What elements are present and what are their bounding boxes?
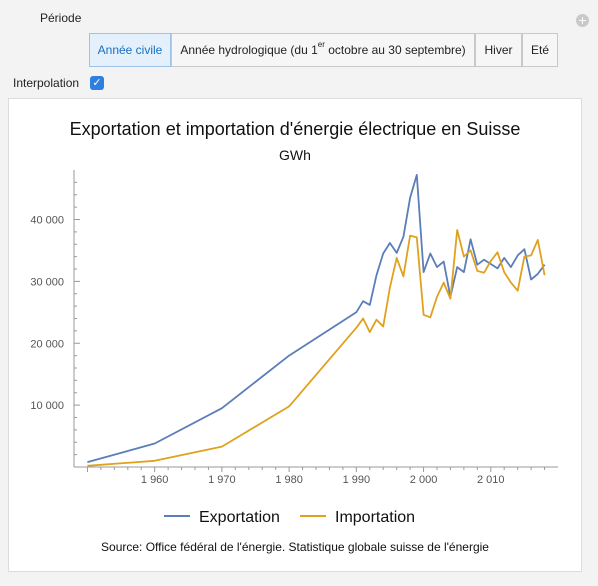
close-icon[interactable]: +	[576, 14, 589, 27]
legend-label: Importation	[335, 509, 415, 526]
period-option-hiver[interactable]: Hiver	[475, 33, 522, 67]
period-option-label: octobre au 30 septembre)	[324, 43, 466, 57]
x-tick-label: 1 960	[141, 474, 169, 486]
x-tick-label: 1 970	[208, 474, 236, 486]
period-option-label: Eté	[530, 43, 549, 57]
period-option-annee-civile[interactable]: Année civile	[89, 33, 171, 67]
period-option-label: Année hydrologique (du 1	[180, 43, 318, 57]
chart-title: Exportation et importation d'énergie éle…	[69, 119, 521, 139]
legend-label: Exportation	[199, 509, 280, 526]
series-line-exportation	[87, 173, 546, 463]
x-tick-label: 2 010	[477, 474, 505, 486]
y-tick-label: 20 000	[30, 338, 64, 350]
x-tick-label: 2 000	[410, 474, 438, 486]
interpolation-label: Interpolation	[13, 76, 80, 90]
chart-panel	[8, 98, 582, 572]
period-option-label: Hiver	[484, 43, 513, 57]
x-tick-label: 1 980	[275, 474, 303, 486]
period-option-ete[interactable]: Eté	[522, 33, 558, 67]
interpolation-checkbox[interactable]: ✓	[90, 76, 104, 90]
y-tick-label: 30 000	[30, 276, 64, 288]
period-option-label: Année civile	[97, 43, 163, 57]
series-line-importation	[87, 229, 546, 467]
x-tick-label: 1 990	[343, 474, 371, 486]
chart-subtitle: GWh	[279, 147, 311, 163]
check-icon: ✓	[92, 76, 102, 89]
period-label: Période	[40, 11, 82, 25]
y-tick-label: 10 000	[30, 400, 64, 412]
y-tick-label: 40 000	[30, 215, 64, 227]
source-note: Source: Office fédéral de l'énergie. Sta…	[101, 540, 489, 554]
period-option-annee-hydrologique[interactable]: Année hydrologique (du 1 er octobre au 30…	[171, 33, 475, 67]
